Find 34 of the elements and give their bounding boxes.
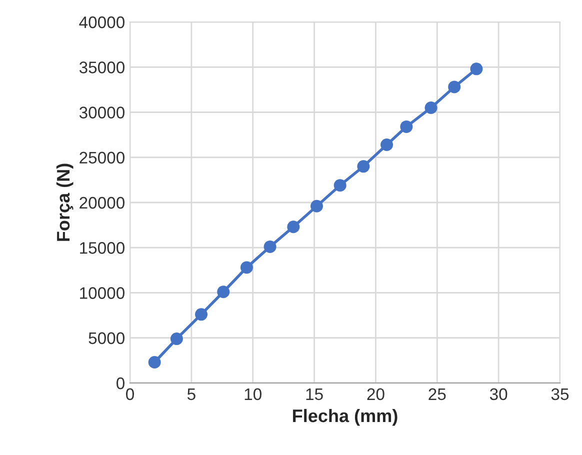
- y-tick-label: 15000: [80, 242, 124, 254]
- x-axis-title: Flecha (mm): [293, 408, 398, 426]
- y-tick-label: 20000: [80, 196, 124, 209]
- point: [380, 138, 394, 151]
- point: [195, 308, 208, 321]
- y-tick-label: 25000: [80, 152, 124, 164]
- y-tick-label: 5000: [88, 332, 124, 344]
- y-tick-label: 35000: [79, 62, 124, 74]
- y-tick-label: 30000: [79, 106, 124, 118]
- point: [217, 286, 230, 298]
- x-tick-label: 15: [306, 388, 323, 400]
- point: [264, 240, 276, 253]
- y-tick-label: 40000: [79, 16, 124, 28]
- point: [400, 120, 413, 133]
- point: [470, 62, 483, 76]
- point: [240, 261, 253, 274]
- y-tick-label: 0: [116, 377, 124, 390]
- x-tick-label: 20: [367, 388, 384, 400]
- y-axis-title: Força (N): [56, 164, 74, 241]
- point: [424, 101, 438, 114]
- point: [310, 200, 323, 212]
- point: [334, 179, 346, 192]
- point: [448, 80, 461, 94]
- x-tick-label: 0: [126, 388, 134, 400]
- x-tick-label: 5: [187, 388, 196, 400]
- y-tick-label: 10000: [80, 287, 124, 299]
- point: [287, 220, 300, 234]
- x-tick-label: 30: [490, 388, 508, 400]
- x-tick-label: 35: [551, 388, 569, 400]
- point: [170, 332, 183, 346]
- point: [148, 356, 161, 368]
- x-tick-label: 10: [244, 388, 262, 400]
- x-tick-label: 25: [428, 388, 446, 400]
- point: [357, 160, 370, 173]
